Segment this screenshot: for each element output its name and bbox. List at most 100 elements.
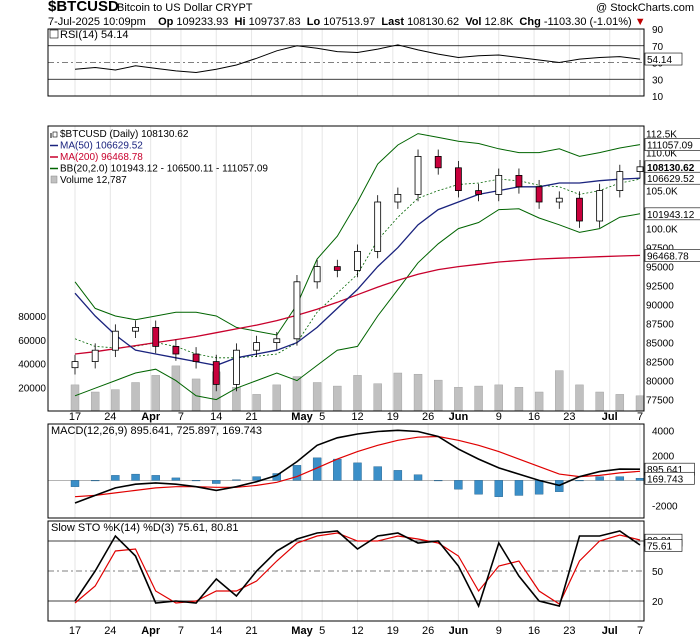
x-tick-label: 16 bbox=[528, 411, 540, 423]
x-tick-label: 26 bbox=[422, 411, 434, 423]
price-tick-label: 80000 bbox=[646, 377, 674, 388]
macd-histogram-bar bbox=[212, 480, 221, 484]
price-tick-label: 100.0K bbox=[646, 225, 678, 236]
price-tick-label: 112.5K bbox=[646, 130, 677, 141]
volume-bar bbox=[131, 382, 140, 412]
candle-body bbox=[596, 190, 604, 222]
candle-body bbox=[293, 281, 301, 340]
x-tick-label: 9 bbox=[496, 411, 502, 423]
price-tick-label: 87500 bbox=[646, 320, 674, 331]
macd-tick-label: 4000 bbox=[652, 426, 675, 437]
macd-histogram-bar bbox=[111, 475, 120, 481]
price-tick-label: 110.0K bbox=[646, 149, 677, 160]
copyright-link[interactable]: @ StockCharts.com bbox=[596, 2, 694, 14]
macd-histogram-bar bbox=[232, 479, 241, 481]
candle-body bbox=[535, 186, 543, 203]
x-tick-label: 12 bbox=[351, 411, 363, 423]
candle-body bbox=[313, 266, 321, 283]
x-tick-label: 24 bbox=[104, 411, 116, 423]
x-tick-label: 12 bbox=[351, 625, 363, 637]
down-arrow-icon: ▼ bbox=[634, 16, 646, 28]
volume-bar bbox=[434, 379, 443, 412]
volume-bar bbox=[151, 375, 160, 412]
sto-legend: Slow STO %K(14) %D(3) 75.61, 80.81 bbox=[51, 522, 239, 534]
macd-panel bbox=[47, 423, 645, 519]
macd-histogram-bar bbox=[131, 473, 140, 481]
macd-histogram-bar bbox=[474, 480, 483, 495]
macd-value-box bbox=[644, 471, 695, 485]
sto-value-box bbox=[644, 539, 683, 552]
volume-bar bbox=[454, 387, 463, 412]
volume-bar bbox=[292, 376, 302, 412]
volume-bar bbox=[474, 385, 483, 412]
ma200-line bbox=[74, 254, 641, 355]
x-tick-label: 19 bbox=[387, 625, 399, 637]
candle-body bbox=[434, 155, 442, 169]
macd-histogram-bar bbox=[413, 474, 423, 481]
candle-body bbox=[91, 349, 99, 363]
volume-bar bbox=[111, 389, 120, 412]
candle-body bbox=[374, 201, 382, 252]
candle-body bbox=[253, 342, 261, 351]
macd-histogram-bar bbox=[393, 470, 403, 481]
x-tick-label: Apr bbox=[141, 625, 161, 637]
x-tick-label: 14 bbox=[210, 625, 222, 637]
symbol-description: Bitcoin to US Dollar CRYPT bbox=[117, 2, 253, 14]
price-legend-item: MA(200) 96468.78 bbox=[60, 152, 143, 163]
macd-histogram-bar bbox=[171, 477, 181, 481]
low-value: 107513.97 bbox=[323, 16, 376, 28]
chg-value: -1103.30 (-1.01%) bbox=[543, 16, 632, 28]
macd-histogram-bar bbox=[595, 476, 604, 481]
quote-line: 7-Jul-2025 10:09pm Op 109233.93 Hi 10973… bbox=[48, 16, 646, 28]
x-tick-label: Jul bbox=[602, 625, 618, 637]
macd-histogram-bar bbox=[151, 475, 160, 481]
macd-histogram-bar bbox=[454, 480, 463, 490]
candle-body bbox=[576, 197, 583, 222]
quote-date: 7-Jul-2025 10:09pm bbox=[48, 16, 146, 28]
price-legend-item: BB(20,2.0) 101943.12 - 106500.11 - 11105… bbox=[60, 164, 268, 175]
price-legend-item: $BTCUSD (Daily) 108130.62 bbox=[60, 129, 189, 140]
x-tick-label: 23 bbox=[563, 411, 575, 423]
high-label: Hi bbox=[234, 16, 246, 28]
x-tick-label: 24 bbox=[104, 625, 116, 637]
volume-bar bbox=[595, 391, 604, 412]
candle-body bbox=[152, 326, 160, 347]
macd-histogram-bar bbox=[252, 476, 261, 481]
chart-header: $BTCUSD Bitcoin to US Dollar CRYPT @ Sto… bbox=[0, 0, 700, 32]
rsi-tick-label: 30 bbox=[652, 75, 664, 86]
last-label: Last bbox=[381, 16, 404, 28]
price-value-box bbox=[644, 171, 700, 185]
macd-histogram-bar bbox=[292, 465, 302, 481]
rsi-panel bbox=[47, 28, 645, 97]
volume-bar bbox=[494, 384, 503, 412]
volume-bar bbox=[191, 378, 201, 412]
macd-histogram-bar bbox=[373, 466, 382, 481]
macd-histogram-bar bbox=[514, 480, 524, 496]
open-label: Op bbox=[158, 16, 174, 28]
x-tick-label: 7 bbox=[637, 625, 643, 637]
price-panel bbox=[47, 125, 645, 412]
price-tick-label: 95000 bbox=[646, 263, 674, 274]
price-legend-item: Volume 12,787 bbox=[60, 175, 127, 186]
rsi-tick-label: 70 bbox=[652, 42, 664, 53]
chg-label: Chg bbox=[519, 16, 541, 28]
ma50-line bbox=[74, 177, 641, 367]
volume-bar bbox=[615, 394, 625, 412]
x-tick-label: 17 bbox=[69, 625, 81, 637]
price-value: 101943.12 bbox=[647, 210, 695, 221]
x-tick-label: May bbox=[291, 411, 313, 423]
rsi-legend: RSI(14) 54.14 bbox=[60, 29, 128, 41]
candle-body bbox=[132, 326, 139, 332]
volume-bar bbox=[393, 372, 403, 412]
bb-upper-line bbox=[74, 133, 641, 336]
sto-value: 75.61 bbox=[647, 541, 672, 552]
price-value: 108130.62 bbox=[647, 163, 695, 174]
macd-signal-line bbox=[74, 435, 641, 498]
price-value-box bbox=[644, 249, 700, 262]
price-tick-label: 92500 bbox=[646, 282, 674, 293]
candle-body bbox=[555, 197, 563, 203]
volume-bar bbox=[312, 382, 322, 412]
price-tick-label: 90000 bbox=[646, 301, 674, 312]
candle-body bbox=[192, 353, 200, 362]
